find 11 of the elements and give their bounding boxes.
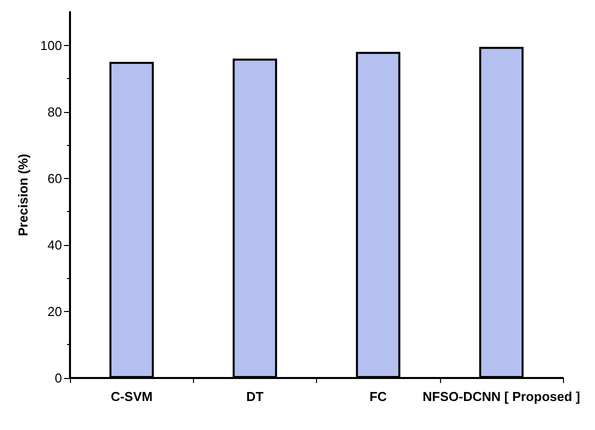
x-tick-label: C-SVM xyxy=(110,389,153,404)
y-tick-label: 40 xyxy=(48,237,62,252)
y-tick-label: 20 xyxy=(48,304,62,319)
y-tick-label: 80 xyxy=(48,104,62,120)
x-tick-label: DT xyxy=(246,389,264,404)
y-tick-label: 100 xyxy=(40,38,62,53)
x-tick-label: FC xyxy=(369,389,388,404)
y-axis-title: Precision (%) xyxy=(15,154,30,236)
y-tick-label: 60 xyxy=(48,170,62,186)
y-tick-label: 0 xyxy=(54,370,62,386)
x-tick-label: NFSO-DCNN [ Proposed ] xyxy=(422,389,580,404)
